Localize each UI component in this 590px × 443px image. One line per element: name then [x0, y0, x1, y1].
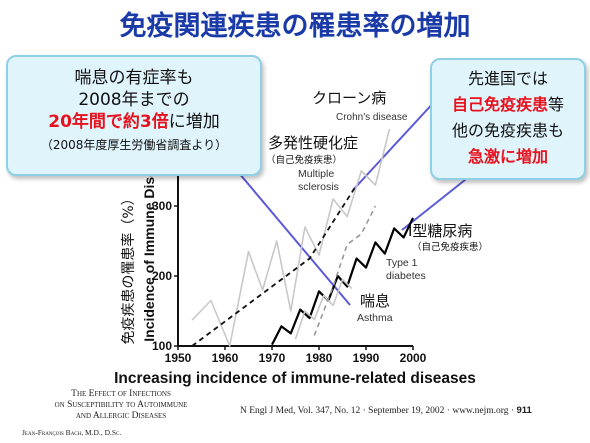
t1d-label-en1: Type 1 — [386, 257, 418, 269]
y-axis-label-en: Incidence of Immune Diso — [141, 168, 157, 341]
series-line-multiple-sclerosis — [191, 184, 358, 347]
pointer-line — [227, 159, 351, 306]
callout-line: 2008年までの — [78, 90, 190, 110]
crohn-label-jp: クローン病 — [312, 89, 386, 107]
series-line-crohn-s-disease — [191, 128, 391, 347]
x-tick-label: 1990 — [353, 351, 380, 365]
callout-line: 喘息の有症率も — [74, 68, 194, 88]
y-tick-label: 100 — [152, 339, 172, 353]
pointer-line — [352, 99, 437, 191]
citation-text: N Engl J Med, Vol. 347, No. 12 · Septemb… — [240, 406, 515, 416]
crohn-label-en: Crohn's disease — [336, 112, 408, 123]
article-author: Jean-François Bach, M.D., D.Sc. — [22, 428, 122, 437]
asthma-callout: 喘息の有症率も 2008年までの 20年間で約3倍に増加 （2008年度厚生労働… — [6, 55, 262, 176]
x-tick-label: 1980 — [306, 351, 333, 365]
x-tick-label: 1950 — [165, 351, 192, 365]
callout-line: 先進国では — [467, 69, 548, 88]
citation: N Engl J Med, Vol. 347, No. 12 · Septemb… — [240, 405, 532, 416]
series-line-asthma — [294, 278, 353, 340]
x-tick-label: 1960 — [212, 351, 239, 365]
t1d-label-en2: diabetes — [386, 270, 426, 282]
t1d-label-sub: （自己免疫疾患） — [412, 241, 488, 253]
callout-text: 等 — [548, 95, 565, 114]
y-axis-label-jp: 免疫疾患の罹患率（%） — [120, 191, 137, 344]
chart-headline: Increasing incidence of immune-related d… — [114, 370, 476, 387]
ms-label-jp: 多発性硬化症 — [268, 134, 358, 152]
callout-highlight: 急激に増加 — [467, 147, 548, 166]
asthma-label-jp: 喘息 — [360, 292, 390, 310]
ms-label-sub: （自己免疫疾患） — [266, 154, 342, 166]
ms-label-en2: sclerosis — [298, 181, 339, 193]
callout-line: 自己免疫疾患等 — [432, 92, 584, 118]
y-tick-label: 300 — [152, 199, 172, 213]
callout-highlight: 20年間で約3倍 — [48, 112, 169, 132]
article-title-line: and Allergic Diseases — [75, 411, 167, 421]
pointer-line — [401, 175, 471, 231]
page-title: 免疫関連疾患の罹患率の増加 — [119, 11, 471, 42]
article-title: The Effect of Infections on Susceptibili… — [6, 389, 236, 422]
callout-text: に増加 — [168, 112, 220, 132]
callout-line: 20年間で約3倍に増加 — [8, 111, 260, 133]
citation-page: 911 — [516, 405, 532, 416]
article-title-line: on Susceptibility to Autoimmune — [54, 400, 188, 410]
t1d-label-jp: Ⅰ型糖尿病 — [408, 222, 472, 240]
callout-highlight: 自己免疫疾患 — [451, 95, 548, 114]
callout-note: （2008年度厚生労働省調査より） — [40, 138, 228, 152]
callout-line: 他の免疫疾患も — [451, 121, 564, 140]
y-tick-label: 200 — [152, 269, 172, 283]
x-tick-label: 1970 — [259, 351, 286, 365]
asthma-label-en: Asthma — [357, 312, 393, 324]
article-title-line: The Effect of Infections — [71, 389, 171, 399]
x-tick-label: 2000 — [400, 351, 427, 365]
autoimmune-callout: 先進国では 自己免疫疾患等 他の免疫疾患も 急激に増加 — [430, 58, 586, 180]
ms-label-en1: Multiple — [298, 168, 334, 180]
